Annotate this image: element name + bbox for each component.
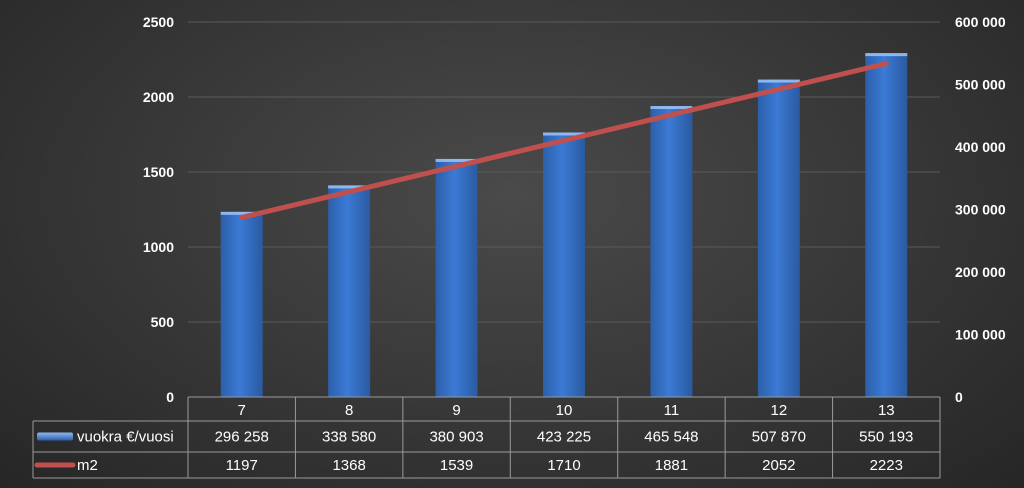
bar [865, 53, 908, 398]
right-axis-tick-label: 400 000 [955, 139, 1006, 155]
bar [435, 158, 478, 397]
data-table: 7 8 9 10 11 12 13 vuokra €/vuosi 296 258 338 580 3… [32, 396, 941, 479]
x-tick-label: 13 [878, 402, 895, 419]
left-axis-tick-label: 2500 [143, 14, 174, 30]
left-axis-tick-label: 500 [151, 314, 175, 330]
data-label: 2052 [762, 457, 795, 474]
data-label: 380 903 [429, 429, 483, 446]
bar-cap [650, 106, 693, 110]
bar-cap [757, 79, 800, 83]
left-axis-ticks: 0 500 1000 1500 2000 2500 [143, 14, 174, 405]
data-label: 507 870 [752, 429, 806, 446]
data-label: 338 580 [322, 429, 376, 446]
x-tick-label: 11 [664, 402, 680, 419]
data-label: 1710 [547, 457, 580, 474]
data-label: 1539 [440, 457, 473, 474]
x-tick-label: 8 [345, 402, 353, 419]
bar-cap [328, 185, 371, 189]
data-label: 1368 [332, 457, 365, 474]
x-tick-label: 7 [238, 402, 246, 419]
series-name: vuokra €/vuosi [77, 429, 174, 446]
data-label: 465 548 [644, 429, 698, 446]
legend-key-bar [37, 432, 73, 441]
bar-cap [435, 158, 478, 162]
data-label: 550 193 [859, 429, 913, 446]
data-label: 423 225 [537, 429, 591, 446]
bar [328, 185, 371, 397]
series-name: m2 [77, 457, 98, 474]
left-axis-tick-label: 1000 [143, 239, 174, 255]
bar [650, 106, 693, 397]
data-label: 1197 [226, 457, 258, 474]
right-axis-ticks: 0 100 000 200 000 300 000 400 000 500 000 600 … [955, 14, 1006, 405]
left-axis-tick-label: 2000 [143, 89, 174, 105]
data-label: 296 258 [215, 429, 269, 446]
x-tick-label: 12 [771, 402, 788, 419]
left-axis-tick-label: 1500 [143, 164, 174, 180]
bar-series [220, 53, 908, 398]
data-label: 1881 [655, 457, 688, 474]
bar-cap [865, 53, 908, 57]
right-axis-tick-label: 600 000 [955, 14, 1006, 30]
right-axis-tick-label: 200 000 [955, 264, 1006, 280]
x-tick-label: 10 [556, 402, 573, 419]
right-axis-tick-label: 500 000 [955, 77, 1006, 93]
right-axis-tick-label: 300 000 [955, 202, 1006, 218]
left-axis-tick-label: 0 [166, 389, 174, 405]
right-axis-tick-label: 100 000 [955, 327, 1006, 343]
bar-cap [220, 211, 263, 215]
right-axis-tick-label: 0 [955, 389, 963, 405]
bar [543, 132, 585, 397]
bar [757, 79, 800, 398]
x-tick-label: 9 [452, 402, 460, 419]
data-label: 2223 [870, 457, 903, 474]
line-series [239, 61, 889, 220]
bar-cap [543, 132, 585, 136]
bar [220, 211, 263, 397]
